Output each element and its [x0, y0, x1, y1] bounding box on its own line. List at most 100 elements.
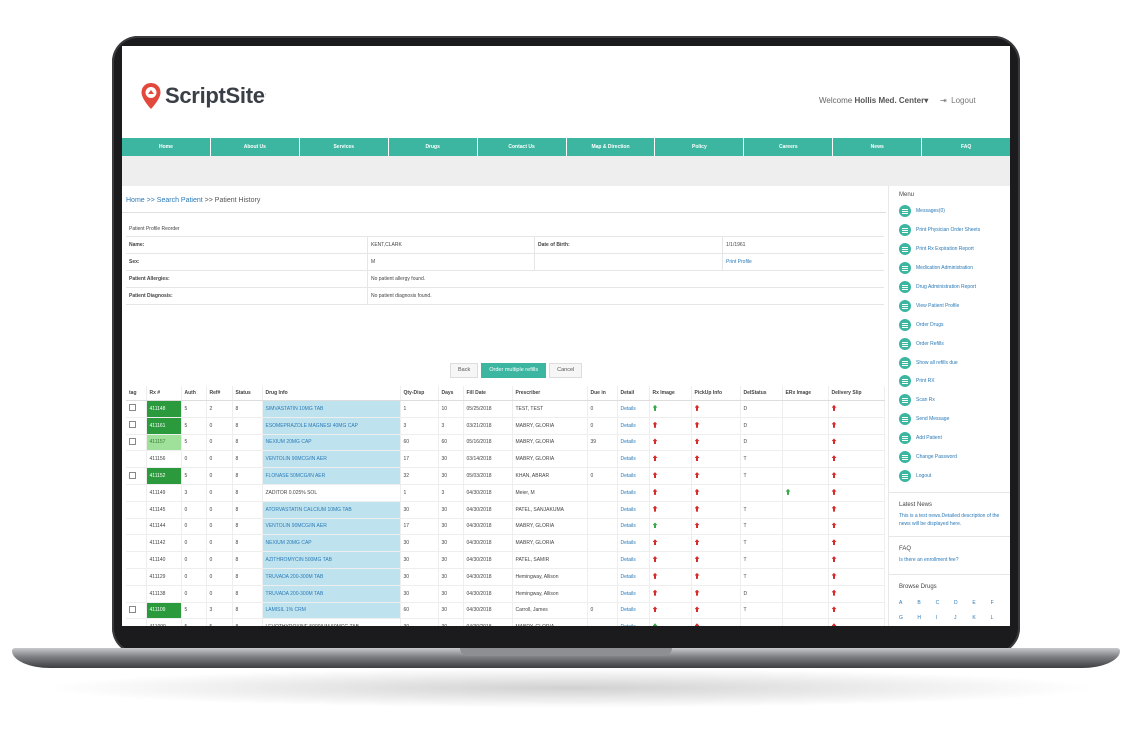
- details-link[interactable]: Details: [617, 417, 650, 435]
- drug-letter-link[interactable]: B: [917, 600, 921, 606]
- back-button[interactable]: Back: [450, 363, 479, 378]
- nav-services[interactable]: Services: [299, 138, 389, 156]
- print-profile-link[interactable]: Print Profile: [726, 259, 752, 265]
- red-status-icon[interactable]: [831, 438, 837, 445]
- red-status-icon[interactable]: [694, 606, 700, 613]
- red-status-icon[interactable]: [831, 623, 837, 626]
- drug-info[interactable]: TRUVADA 200-300M TAB: [262, 568, 401, 586]
- sidebar-menu-item[interactable]: Logout: [899, 466, 1009, 485]
- nav-about-us[interactable]: About Us: [210, 138, 300, 156]
- nav-home[interactable]: Home: [122, 138, 211, 156]
- nav-drugs[interactable]: Drugs: [388, 138, 478, 156]
- drug-letter-link[interactable]: D: [954, 600, 958, 606]
- drug-letter-link[interactable]: F: [990, 600, 994, 606]
- red-status-icon[interactable]: [652, 488, 658, 495]
- red-status-icon[interactable]: [652, 589, 658, 596]
- sidebar-menu-item[interactable]: Send Message: [899, 410, 1009, 429]
- sidebar-menu-item[interactable]: View Patient Profile: [899, 296, 1009, 315]
- red-status-icon[interactable]: [694, 522, 700, 529]
- drug-letter-link[interactable]: K: [972, 615, 976, 621]
- breadcrumb-home[interactable]: Home: [126, 197, 145, 204]
- red-status-icon[interactable]: [831, 455, 837, 462]
- drug-info[interactable]: VENTOLIN 90MCG/IN AER: [262, 518, 401, 536]
- details-link[interactable]: Details: [617, 450, 650, 469]
- details-link[interactable]: Details: [617, 585, 650, 603]
- green-status-icon[interactable]: [785, 488, 791, 495]
- details-link[interactable]: Details: [617, 400, 650, 418]
- sidebar-menu-item[interactable]: Medication Administration: [899, 259, 1009, 278]
- details-link[interactable]: Details: [617, 618, 650, 626]
- sidebar-menu-item[interactable]: Print Physician Order Sheets: [899, 221, 1009, 240]
- drug-letter-link[interactable]: A: [899, 600, 903, 606]
- drug-info[interactable]: NEXIUM 20MG CAP: [262, 534, 401, 553]
- nav-faq[interactable]: FAQ: [922, 138, 1010, 156]
- red-status-icon[interactable]: [694, 438, 700, 445]
- drug-info[interactable]: ESOMEPRAZOLE MAGNESI 40MG CAP: [262, 417, 401, 435]
- nav-contact-us[interactable]: Contact Us: [477, 138, 567, 156]
- drug-info[interactable]: SIMVASTATIN 10MG TAB: [262, 400, 401, 418]
- green-status-icon[interactable]: [652, 522, 658, 529]
- sidebar-menu-item[interactable]: Add Patient: [899, 429, 1009, 448]
- details-link[interactable]: Details: [617, 534, 650, 553]
- details-link[interactable]: Details: [617, 501, 650, 519]
- red-status-icon[interactable]: [694, 589, 700, 596]
- red-status-icon[interactable]: [694, 488, 700, 495]
- drug-letter-link[interactable]: E: [972, 600, 976, 606]
- sidebar-menu-item[interactable]: Messages(0): [899, 202, 1009, 221]
- red-status-icon[interactable]: [652, 472, 658, 479]
- news-text[interactable]: This is a test news.Detailed description…: [899, 513, 1000, 527]
- red-status-icon[interactable]: [694, 556, 700, 563]
- red-status-icon[interactable]: [694, 572, 700, 579]
- sidebar-menu-item[interactable]: Drug Administration Report: [899, 278, 1009, 297]
- nav-policy[interactable]: Policy: [655, 138, 745, 156]
- nav-map-direction[interactable]: Map & Direction: [566, 138, 656, 156]
- drug-letter-link[interactable]: G: [899, 615, 903, 621]
- drug-letter-link[interactable]: L: [990, 615, 994, 621]
- red-status-icon[interactable]: [831, 472, 837, 479]
- red-status-icon[interactable]: [831, 589, 837, 596]
- red-status-icon[interactable]: [831, 606, 837, 613]
- drug-info[interactable]: ZADITOR 0.025% SOL: [262, 484, 401, 502]
- red-status-icon[interactable]: [652, 505, 658, 512]
- sidebar-menu-item[interactable]: Change Password: [899, 448, 1009, 467]
- drug-letter-link[interactable]: J: [954, 615, 957, 621]
- order-multiple-refills-button[interactable]: Order multiple refills: [481, 363, 547, 378]
- drug-info[interactable]: NEXIUM 20MG CAP: [262, 434, 401, 452]
- breadcrumb-search-patient[interactable]: Search Patient: [156, 197, 203, 204]
- drug-info[interactable]: LEVOTHYROXINE 5000IUM 50MCG TAB: [262, 618, 401, 626]
- faq-link[interactable]: Is there an enrollment fee?: [899, 557, 959, 563]
- drug-info[interactable]: TRUVADA 200-300M TAB: [262, 585, 401, 603]
- green-status-icon[interactable]: [652, 404, 658, 411]
- red-status-icon[interactable]: [694, 455, 700, 462]
- red-status-icon[interactable]: [694, 505, 700, 512]
- red-status-icon[interactable]: [831, 539, 837, 546]
- details-link[interactable]: Details: [617, 602, 650, 620]
- drug-info[interactable]: ATORVASTATIN CALCIUM 10MG TAB: [262, 501, 401, 519]
- cancel-button[interactable]: Cancel: [549, 363, 583, 378]
- drug-info[interactable]: LAMISIL 1% CRM: [262, 602, 401, 620]
- drug-letter-link[interactable]: C: [935, 600, 940, 606]
- details-link[interactable]: Details: [617, 551, 650, 569]
- red-status-icon[interactable]: [831, 488, 837, 495]
- nav-careers[interactable]: Careers: [744, 138, 834, 156]
- sidebar-menu-item[interactable]: Scan Rx: [899, 391, 1009, 410]
- logout-link[interactable]: ⇥ Logout: [940, 96, 976, 105]
- sidebar-menu-item[interactable]: Print Rx Expiration Report: [899, 240, 1009, 259]
- tag-checkbox[interactable]: [129, 437, 136, 445]
- red-status-icon[interactable]: [694, 539, 700, 546]
- red-status-icon[interactable]: [652, 539, 658, 546]
- details-link[interactable]: Details: [617, 484, 650, 502]
- sidebar-menu-item[interactable]: Print RX: [899, 372, 1009, 391]
- drug-info[interactable]: VENTOLIN 90MCG/IN AER: [262, 450, 401, 469]
- drug-info[interactable]: FLONASE 50MCG/IN AER: [262, 467, 401, 485]
- logo[interactable]: ScriptSite.: [140, 82, 266, 110]
- red-status-icon[interactable]: [694, 472, 700, 479]
- tag-checkbox[interactable]: [129, 421, 136, 429]
- red-status-icon[interactable]: [694, 623, 700, 626]
- red-status-icon[interactable]: [652, 556, 658, 563]
- tag-checkbox[interactable]: [129, 404, 136, 412]
- nav-news[interactable]: News: [833, 138, 923, 156]
- red-status-icon[interactable]: [694, 404, 700, 411]
- details-link[interactable]: Details: [617, 518, 650, 536]
- green-status-icon[interactable]: [652, 623, 658, 626]
